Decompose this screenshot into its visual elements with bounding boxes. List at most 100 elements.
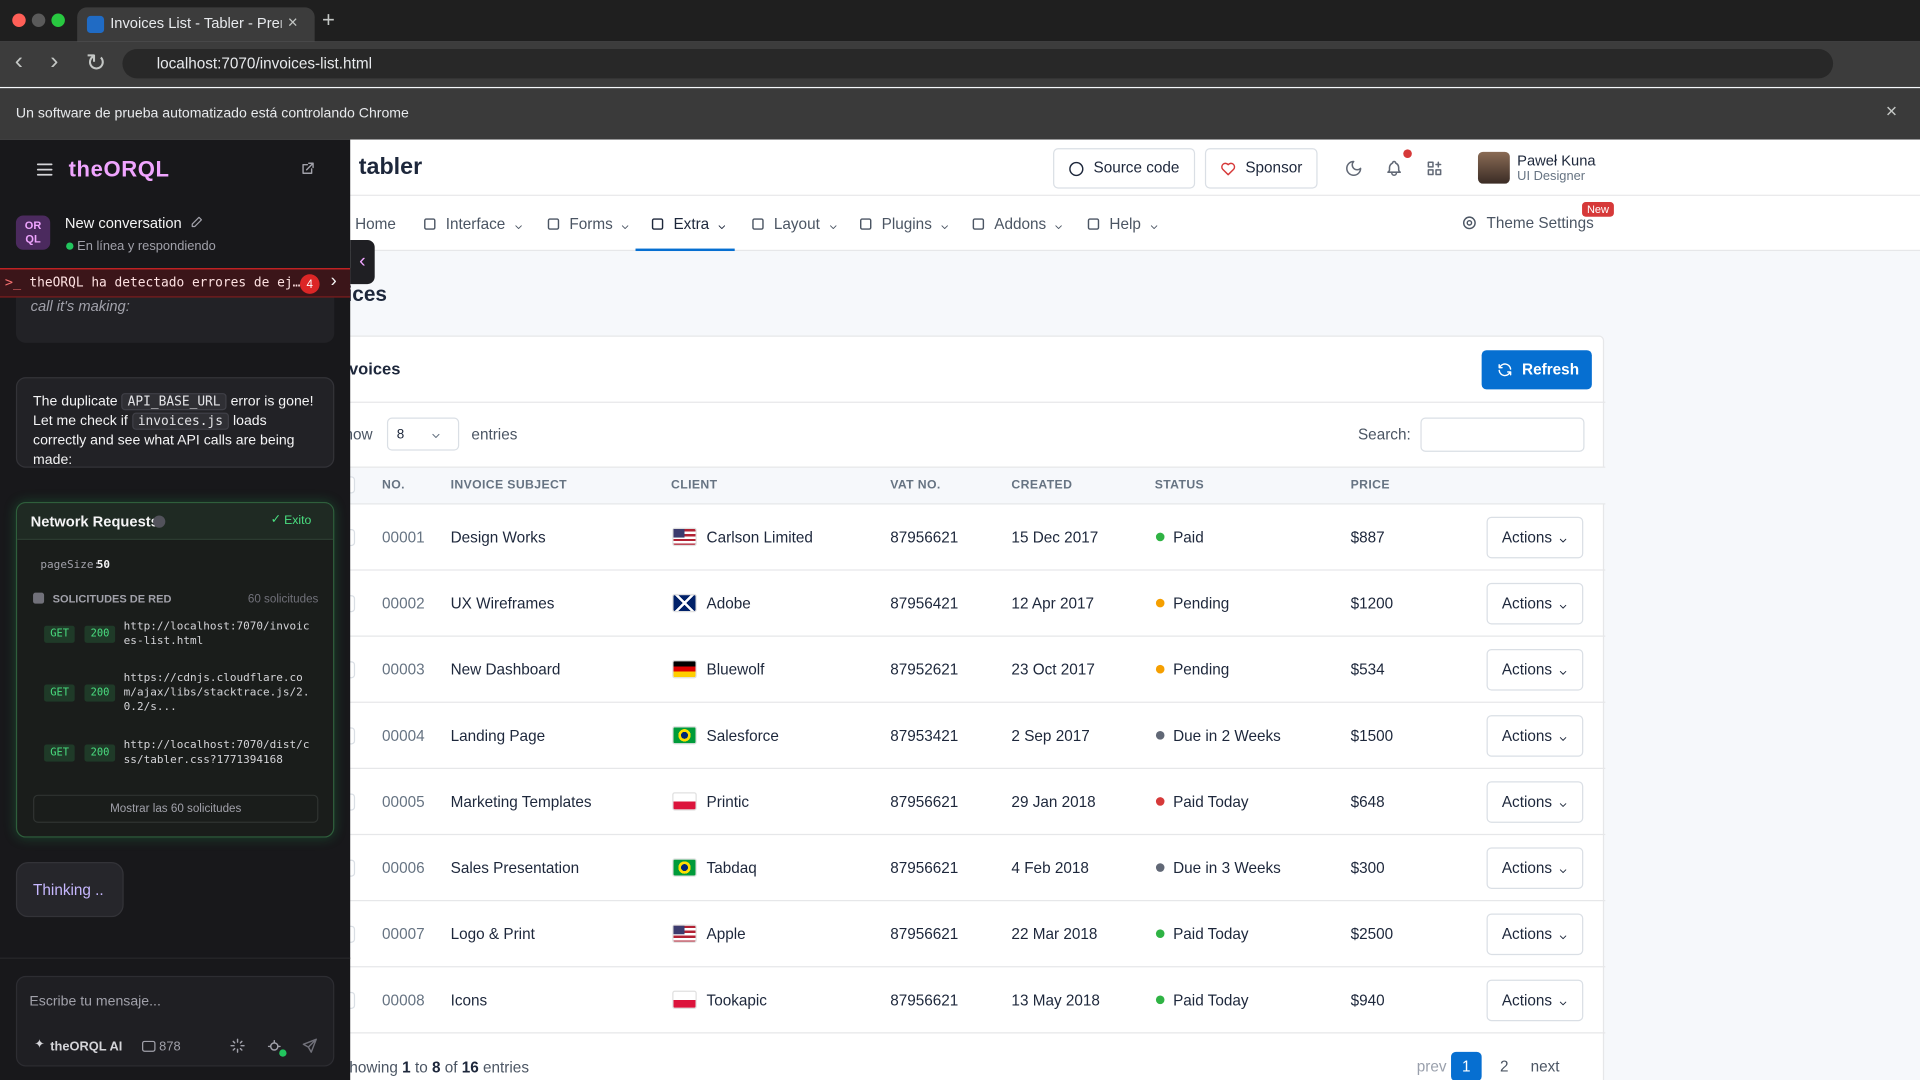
nav-button[interactable]: ›	[50, 47, 59, 75]
actions-button[interactable]: Actions	[1486, 582, 1584, 625]
nav-item[interactable]: Addons	[970, 206, 1065, 243]
actions-button[interactable]: Actions	[1486, 715, 1584, 757]
method-badge: GET	[44, 684, 76, 702]
header-button[interactable]: Source code	[1053, 148, 1196, 189]
notification-dot	[1403, 149, 1412, 158]
thinking-text: Thinking ..	[33, 881, 104, 899]
banner-close[interactable]: ×	[1885, 101, 1898, 123]
actions-button[interactable]: Actions	[1486, 516, 1584, 559]
button-label: Source code	[1093, 159, 1180, 177]
sparkle-button[interactable]	[229, 1037, 246, 1054]
page-link[interactable]: prev	[1416, 1057, 1447, 1076]
new-badge: New	[1582, 202, 1614, 217]
method-badge: GET	[44, 625, 76, 643]
show-all-button[interactable]: Mostrar las 60 solicitudes	[33, 794, 319, 823]
refresh-button[interactable]: Refresh	[1481, 350, 1592, 390]
nav-button[interactable]: ↻	[85, 50, 107, 78]
message-input[interactable]: Escribe tu mensaje... ✦ theORQL AI 878	[15, 975, 335, 1067]
actions-button[interactable]: Actions	[1486, 913, 1584, 956]
input-placeholder: Escribe tu mensaje...	[29, 994, 161, 1009]
flag-canton	[673, 528, 685, 538]
page-link[interactable]: 1	[1451, 1051, 1482, 1080]
tab-close[interactable]: ×	[287, 12, 298, 32]
actions-button[interactable]: Actions	[1486, 781, 1584, 823]
notifications[interactable]	[1385, 159, 1403, 177]
nav-item[interactable]: Help	[1085, 206, 1159, 243]
table-row	[307, 637, 1606, 703]
status-badge: 200	[84, 744, 116, 762]
invoice-no: 00005	[382, 793, 425, 811]
actions-button[interactable]: Actions	[1486, 648, 1584, 691]
nav-item[interactable]: Layout	[749, 206, 838, 243]
theme-toggle[interactable]	[1345, 159, 1363, 177]
summary-part: 16	[461, 1059, 479, 1077]
page-link[interactable]: 2	[1500, 1057, 1509, 1076]
summary-part: 8	[431, 1059, 441, 1077]
status-label: Paid Today	[1173, 925, 1249, 943]
entries-select[interactable]: 8	[386, 417, 460, 451]
theme-settings[interactable]: Theme Settings	[1461, 214, 1594, 231]
price: $300	[1350, 859, 1385, 877]
nav-item[interactable]: Interface	[421, 206, 523, 243]
address-bar[interactable]: localhost:7070/invoices-list.html	[122, 48, 1834, 79]
menu-button[interactable]	[34, 159, 55, 180]
collapse-tab[interactable]: ‹	[350, 240, 375, 285]
header-button[interactable]: Sponsor	[1204, 148, 1318, 189]
thinking-bubble: Thinking ..	[15, 862, 124, 918]
debug-button[interactable]	[266, 1037, 283, 1054]
nav-label: Help	[1109, 215, 1141, 233]
actions-button[interactable]: Actions	[1486, 847, 1584, 889]
vat-no: 87953421	[890, 727, 959, 745]
open-external[interactable]	[299, 160, 316, 177]
user-name: Paweł Kuna	[1517, 151, 1596, 169]
edit-title[interactable]	[190, 214, 205, 229]
browser-tab[interactable]: Invoices List - Tabler - Premi ×	[77, 7, 315, 42]
client-flag	[672, 593, 697, 613]
panel-title: Network Requests	[30, 513, 159, 531]
status-text: En línea y respondiendo	[77, 238, 216, 254]
select-caret	[430, 429, 442, 441]
show-all-label: Mostrar las 60 solicitudes	[110, 802, 242, 816]
conversation-title: New conversation	[64, 214, 182, 232]
nav-icon	[857, 216, 874, 233]
button-icon	[1220, 160, 1237, 177]
table-row	[307, 571, 1606, 637]
status-dot	[1155, 664, 1165, 674]
status-label: Pending	[1173, 595, 1230, 613]
actions-label: Actions	[1501, 727, 1553, 745]
error-banner[interactable]: >_ theORQL ha detectado errores de ej… 4 ›	[0, 268, 351, 298]
nav-button[interactable]: ‹	[14, 47, 23, 75]
nav-item[interactable]: Home	[355, 206, 396, 243]
new-tab[interactable]: +	[322, 7, 335, 32]
input-divider	[0, 957, 351, 959]
actions-label: Actions	[1501, 793, 1553, 811]
error-arrow: ›	[330, 270, 337, 292]
search-input[interactable]	[1420, 417, 1585, 452]
nav-item[interactable]: Plugins	[857, 206, 950, 243]
online-dot	[66, 242, 74, 250]
nav-item[interactable]: Extra	[649, 206, 728, 243]
actions-caret	[1557, 664, 1568, 675]
client-flag	[672, 990, 697, 1009]
entries-value: 8	[396, 427, 405, 443]
nav-item[interactable]: Forms	[545, 206, 631, 243]
invoice-subject: New Dashboard	[450, 661, 561, 679]
nav-caret	[620, 219, 631, 230]
card-divider	[307, 401, 1606, 403]
user-avatar[interactable]	[1477, 151, 1510, 184]
send-button[interactable]	[301, 1037, 318, 1054]
banner	[0, 88, 1920, 140]
card: Invoices Refresh Show 8 entries Search: NO. INV…	[306, 335, 1606, 1080]
help-icon	[153, 515, 166, 528]
invoice-no: 00002	[382, 595, 425, 613]
client-name: Tookapic	[706, 991, 767, 1009]
actions-label: Actions	[1501, 859, 1553, 877]
page-link[interactable]: next	[1530, 1057, 1560, 1076]
logo: tabler	[358, 154, 423, 181]
invoice-no: 00004	[382, 727, 425, 745]
price: $887	[1350, 528, 1385, 547]
apps[interactable]	[1425, 159, 1443, 177]
table-summary: Showing 1 to 8 of 16 entries	[339, 1059, 529, 1076]
actions-button[interactable]: Actions	[1486, 979, 1584, 1022]
client-flag	[672, 660, 697, 679]
